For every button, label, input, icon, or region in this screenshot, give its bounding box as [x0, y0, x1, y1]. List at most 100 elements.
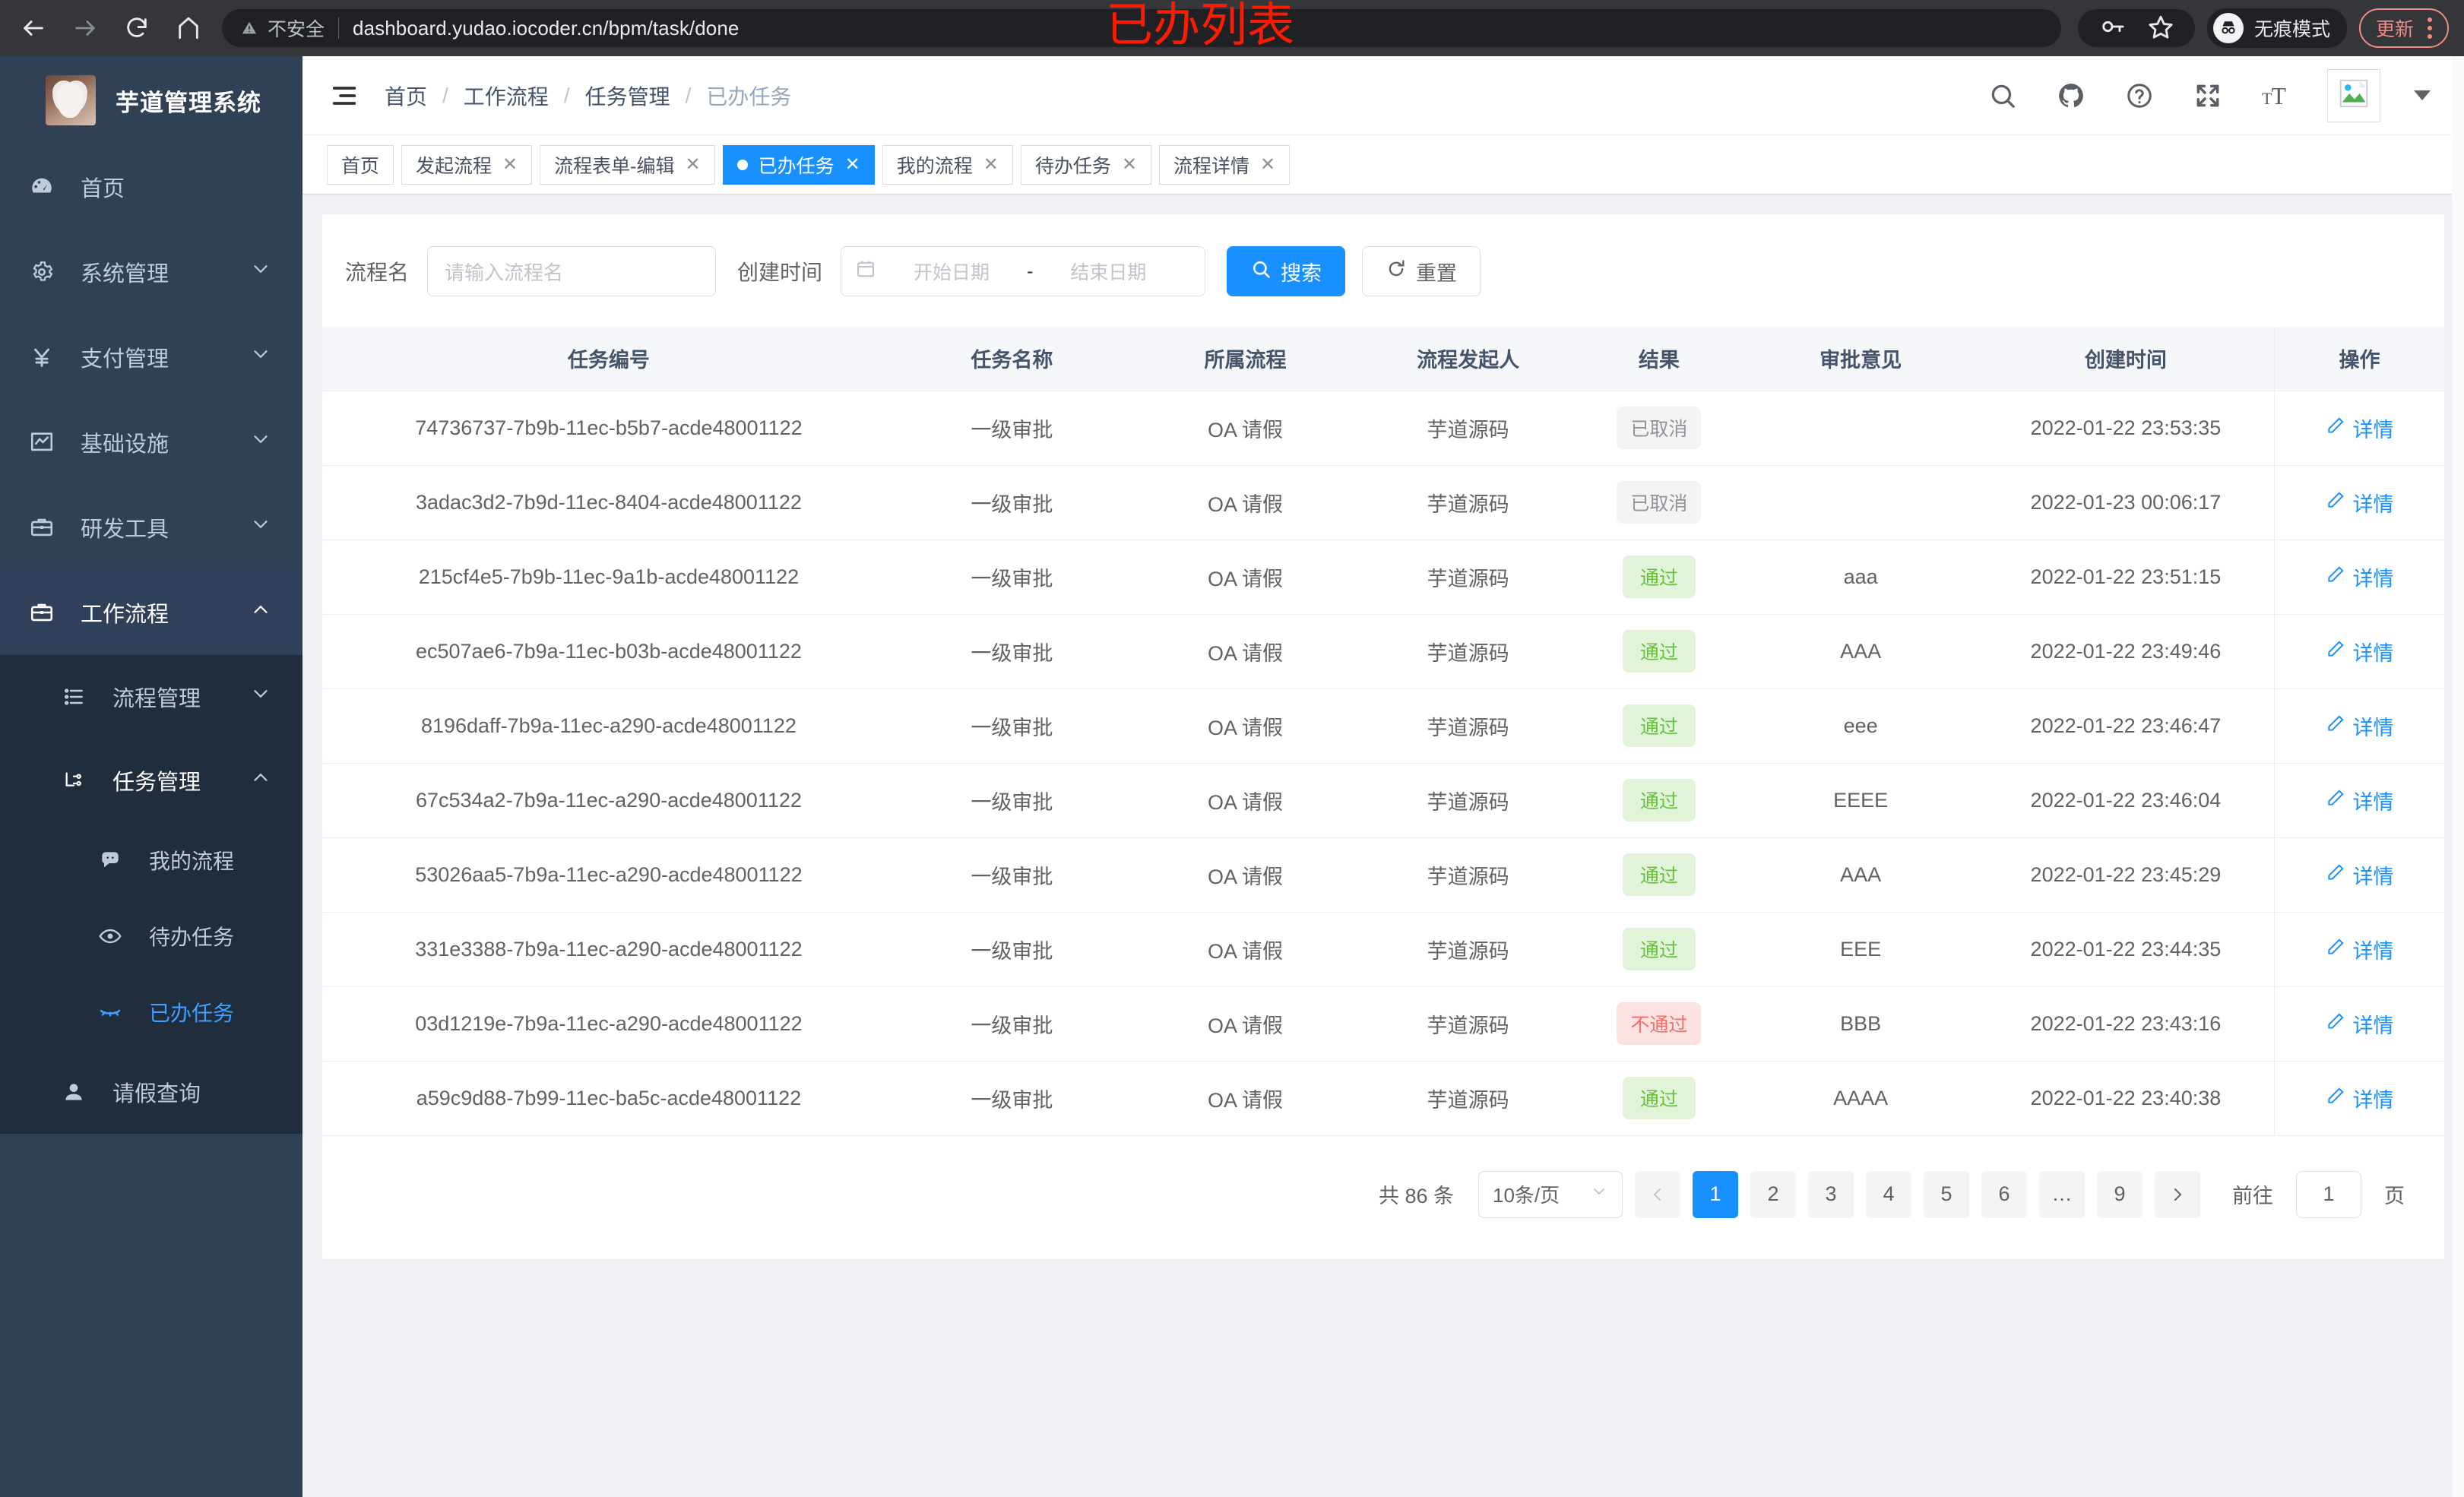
detail-button[interactable]: 详情 — [2326, 786, 2394, 815]
edit-pencil-icon — [2326, 416, 2345, 441]
page-number-…[interactable]: … — [2039, 1170, 2085, 1218]
sidebar-item-home[interactable]: 首页 — [0, 144, 302, 229]
cell-process: OA 请假 — [1128, 1061, 1363, 1136]
sidebar-item-system[interactable]: 系统管理 — [0, 229, 302, 315]
sidebar-item-process-manage[interactable]: 流程管理 — [0, 655, 302, 739]
page-number-6[interactable]: 6 — [1981, 1170, 2027, 1218]
update-button[interactable]: 更新 — [2358, 8, 2449, 48]
chevron-down-icon[interactable] — [2414, 90, 2431, 100]
next-page-button[interactable] — [2155, 1170, 2200, 1218]
sidebar-item-my-process[interactable]: 我的流程 — [0, 822, 302, 898]
close-icon[interactable]: ✕ — [1259, 153, 1276, 175]
tab-todo-task[interactable]: 待办任务 ✕ — [1020, 144, 1151, 185]
sidebar-item-label: 基础设施 — [81, 432, 169, 457]
security-indicator[interactable]: 不安全 — [240, 14, 325, 42]
forward-arrow-icon[interactable] — [68, 11, 102, 45]
tab-home[interactable]: 首页 — [327, 144, 394, 185]
close-icon[interactable]: ✕ — [502, 153, 518, 175]
address-bar[interactable]: 不安全 dashboard.yudao.iocoder.cn/bpm/task/… — [222, 9, 2061, 47]
edit-pencil-icon — [2326, 565, 2345, 590]
tab-label: 流程表单-编辑 — [554, 155, 675, 177]
page-size-select[interactable]: 10条/页 — [1478, 1170, 1623, 1218]
page-number-list: 1 2 3 4 5 6… 9 — [1693, 1170, 2143, 1218]
detail-button[interactable]: 详情 — [2326, 1009, 2394, 1039]
edit-pencil-icon — [2326, 639, 2345, 664]
search-icon[interactable] — [1985, 78, 2020, 113]
browser-action-chip — [2077, 9, 2195, 47]
detail-button[interactable]: 详情 — [2326, 488, 2394, 517]
back-arrow-icon[interactable] — [17, 11, 50, 45]
page-number-3[interactable]: 3 — [1808, 1170, 1854, 1218]
close-icon[interactable]: ✕ — [685, 153, 701, 175]
chevron-up-icon — [249, 598, 272, 627]
close-icon[interactable]: ✕ — [844, 153, 860, 175]
reload-icon[interactable] — [120, 11, 154, 45]
detail-button[interactable]: 详情 — [2326, 637, 2394, 666]
col-comment: 审批意见 — [1743, 327, 1978, 391]
detail-button[interactable]: 详情 — [2326, 562, 2394, 592]
cell-result: 已取消 — [1574, 391, 1744, 466]
create-time-daterange[interactable]: 开始日期 - 结束日期 — [841, 246, 1206, 296]
page-number-5[interactable]: 5 — [1924, 1170, 1969, 1218]
page-number-1[interactable]: 1 — [1693, 1170, 1738, 1218]
close-icon[interactable]: ✕ — [983, 153, 999, 175]
sidebar-item-devtools[interactable]: 研发工具 — [0, 485, 302, 570]
reset-button[interactable]: 重置 — [1362, 246, 1481, 296]
sidebar-item-task-manage[interactable]: 任务管理 — [0, 739, 302, 822]
fullscreen-icon[interactable] — [2190, 78, 2225, 113]
github-icon[interactable] — [2054, 78, 2089, 113]
sidebar-item-done-task[interactable]: 已办任务 — [0, 974, 302, 1050]
brand-title: 芋道管理系统 — [116, 89, 261, 116]
breadcrumb-item-0[interactable]: 首页 — [385, 84, 428, 109]
sidebar-logo[interactable]: 芋道管理系统 — [0, 56, 302, 144]
prev-page-button[interactable] — [1635, 1170, 1680, 1218]
tab-done-task[interactable]: 已办任务 ✕ — [722, 144, 875, 185]
detail-button[interactable]: 详情 — [2326, 860, 2394, 890]
browser-toolbar-right: 无痕模式 更新 — [2077, 8, 2464, 48]
page-number-9[interactable]: 9 — [2097, 1170, 2143, 1218]
help-circle-icon[interactable] — [2122, 78, 2157, 113]
avatar[interactable] — [2327, 68, 2380, 122]
password-key-icon[interactable] — [2099, 14, 2125, 43]
tab-my-process[interactable]: 我的流程 ✕ — [882, 144, 1013, 185]
col-result: 结果 — [1574, 327, 1744, 391]
search-button[interactable]: 搜索 — [1227, 246, 1346, 296]
tab-process-form-edit[interactable]: 流程表单-编辑 ✕ — [540, 144, 715, 185]
briefcase-icon — [21, 600, 62, 625]
page-scrollbar[interactable] — [2452, 56, 2464, 1497]
process-name-input[interactable]: 请输入流程名 — [427, 246, 717, 296]
sidebar-item-payment[interactable]: 支付管理 — [0, 315, 302, 400]
detail-button[interactable]: 详情 — [2326, 413, 2394, 443]
col-created: 创建时间 — [1977, 327, 2275, 391]
breadcrumb-item-1[interactable]: 工作流程 — [463, 84, 549, 109]
page-number-4[interactable]: 4 — [1866, 1170, 1911, 1218]
incognito-indicator[interactable]: 无痕模式 — [2206, 8, 2347, 48]
goto-page-input[interactable]: 1 — [2296, 1170, 2361, 1218]
sidebar-item-workflow[interactable]: 工作流程 — [0, 570, 302, 655]
cell-task-id: 74736737-7b9b-11ec-b5b7-acde48001122 — [322, 391, 895, 466]
cell-operation: 详情 — [2274, 391, 2444, 466]
detail-button[interactable]: 详情 — [2326, 1084, 2394, 1113]
detail-button[interactable]: 详情 — [2326, 935, 2394, 964]
breadcrumb-item-2[interactable]: 任务管理 — [584, 84, 670, 109]
home-icon[interactable] — [172, 11, 205, 45]
tab-start-process[interactable]: 发起流程 ✕ — [401, 144, 533, 185]
hamburger-icon[interactable] — [327, 78, 362, 113]
detail-button[interactable]: 详情 — [2326, 711, 2394, 741]
tab-process-detail[interactable]: 流程详情 ✕ — [1158, 144, 1291, 185]
sidebar-item-leave-query[interactable]: 请假查询 — [0, 1050, 302, 1134]
sidebar-item-todo-task[interactable]: 待办任务 — [0, 898, 302, 974]
cell-task-id: ec507ae6-7b9a-11ec-b03b-acde48001122 — [322, 614, 895, 689]
kebab-menu-icon[interactable] — [2428, 17, 2432, 39]
table-body: 74736737-7b9b-11ec-b5b7-acde48001122 一级审批… — [322, 391, 2444, 1136]
page-number-2[interactable]: 2 — [1750, 1170, 1796, 1218]
close-icon[interactable]: ✕ — [1121, 153, 1137, 175]
cell-task-name: 一级审批 — [895, 1061, 1129, 1136]
bookmark-star-icon[interactable] — [2148, 14, 2174, 43]
start-date-placeholder[interactable]: 开始日期 — [914, 262, 990, 283]
yen-icon — [21, 344, 62, 370]
cell-task-id: 8196daff-7b9a-11ec-a290-acde48001122 — [322, 688, 895, 764]
sidebar-item-infrastructure[interactable]: 基础设施 — [0, 400, 302, 485]
end-date-placeholder[interactable]: 结束日期 — [1070, 262, 1147, 283]
